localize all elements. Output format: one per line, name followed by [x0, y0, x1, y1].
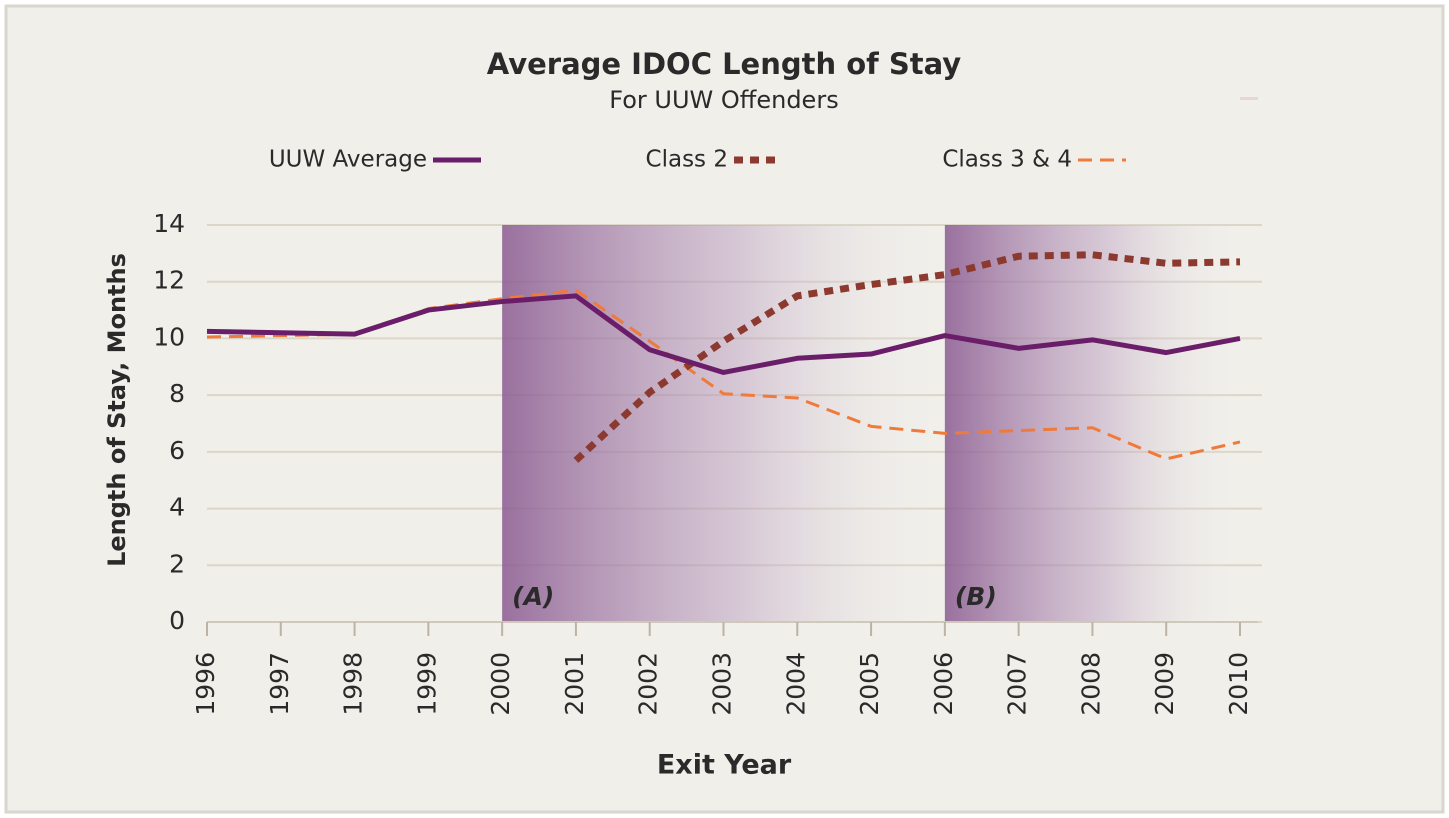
- x-axis-label: Exit Year: [657, 750, 792, 781]
- y-tick-label: 8: [169, 379, 185, 408]
- legend-label: Class 3 & 4: [942, 147, 1072, 173]
- y-tick-label: 0: [169, 606, 185, 635]
- y-tick-label: 14: [153, 209, 185, 238]
- x-tick-label: 1998: [339, 652, 368, 716]
- shaded-region: [944, 225, 1240, 622]
- decoration: [1240, 97, 1258, 100]
- y-tick-label: 4: [169, 493, 185, 522]
- x-tick-label: 1996: [191, 652, 220, 716]
- region-label: (A): [512, 582, 554, 611]
- region-label: (B): [955, 582, 997, 611]
- y-axis-label: Length of Stay, Months: [103, 253, 131, 567]
- x-tick-label: 2004: [781, 652, 810, 716]
- data-line: [573, 251, 1241, 463]
- x-tick-label: 1997: [265, 652, 294, 716]
- chart-subtitle: For UUW Offenders: [609, 86, 838, 114]
- x-tick-label: 2010: [1224, 652, 1253, 716]
- x-tick-label: 2006: [929, 652, 958, 716]
- x-tick-label: 2007: [1003, 652, 1032, 716]
- y-tick-label: 12: [153, 266, 185, 295]
- x-tick-label: 2000: [486, 652, 515, 716]
- x-tick-label: 2005: [855, 652, 884, 716]
- y-tick-label: 6: [169, 436, 185, 465]
- x-tick-label: 2003: [708, 652, 737, 716]
- legend-label: UUW Average: [269, 147, 427, 173]
- y-tick-label: 2: [169, 549, 185, 578]
- x-tick-label: 2008: [1076, 652, 1105, 716]
- y-tick-label: 10: [153, 322, 185, 351]
- data-line: [206, 288, 1241, 461]
- x-tick-label: 2002: [634, 652, 663, 716]
- x-tick-label: 2001: [560, 652, 589, 716]
- x-tick-label: 1999: [412, 652, 441, 716]
- data-line: [206, 293, 1241, 375]
- chart-title: Average IDOC Length of Stay: [487, 47, 961, 81]
- x-tick-label: 2009: [1150, 652, 1179, 716]
- legend-label: Class 2: [646, 147, 728, 173]
